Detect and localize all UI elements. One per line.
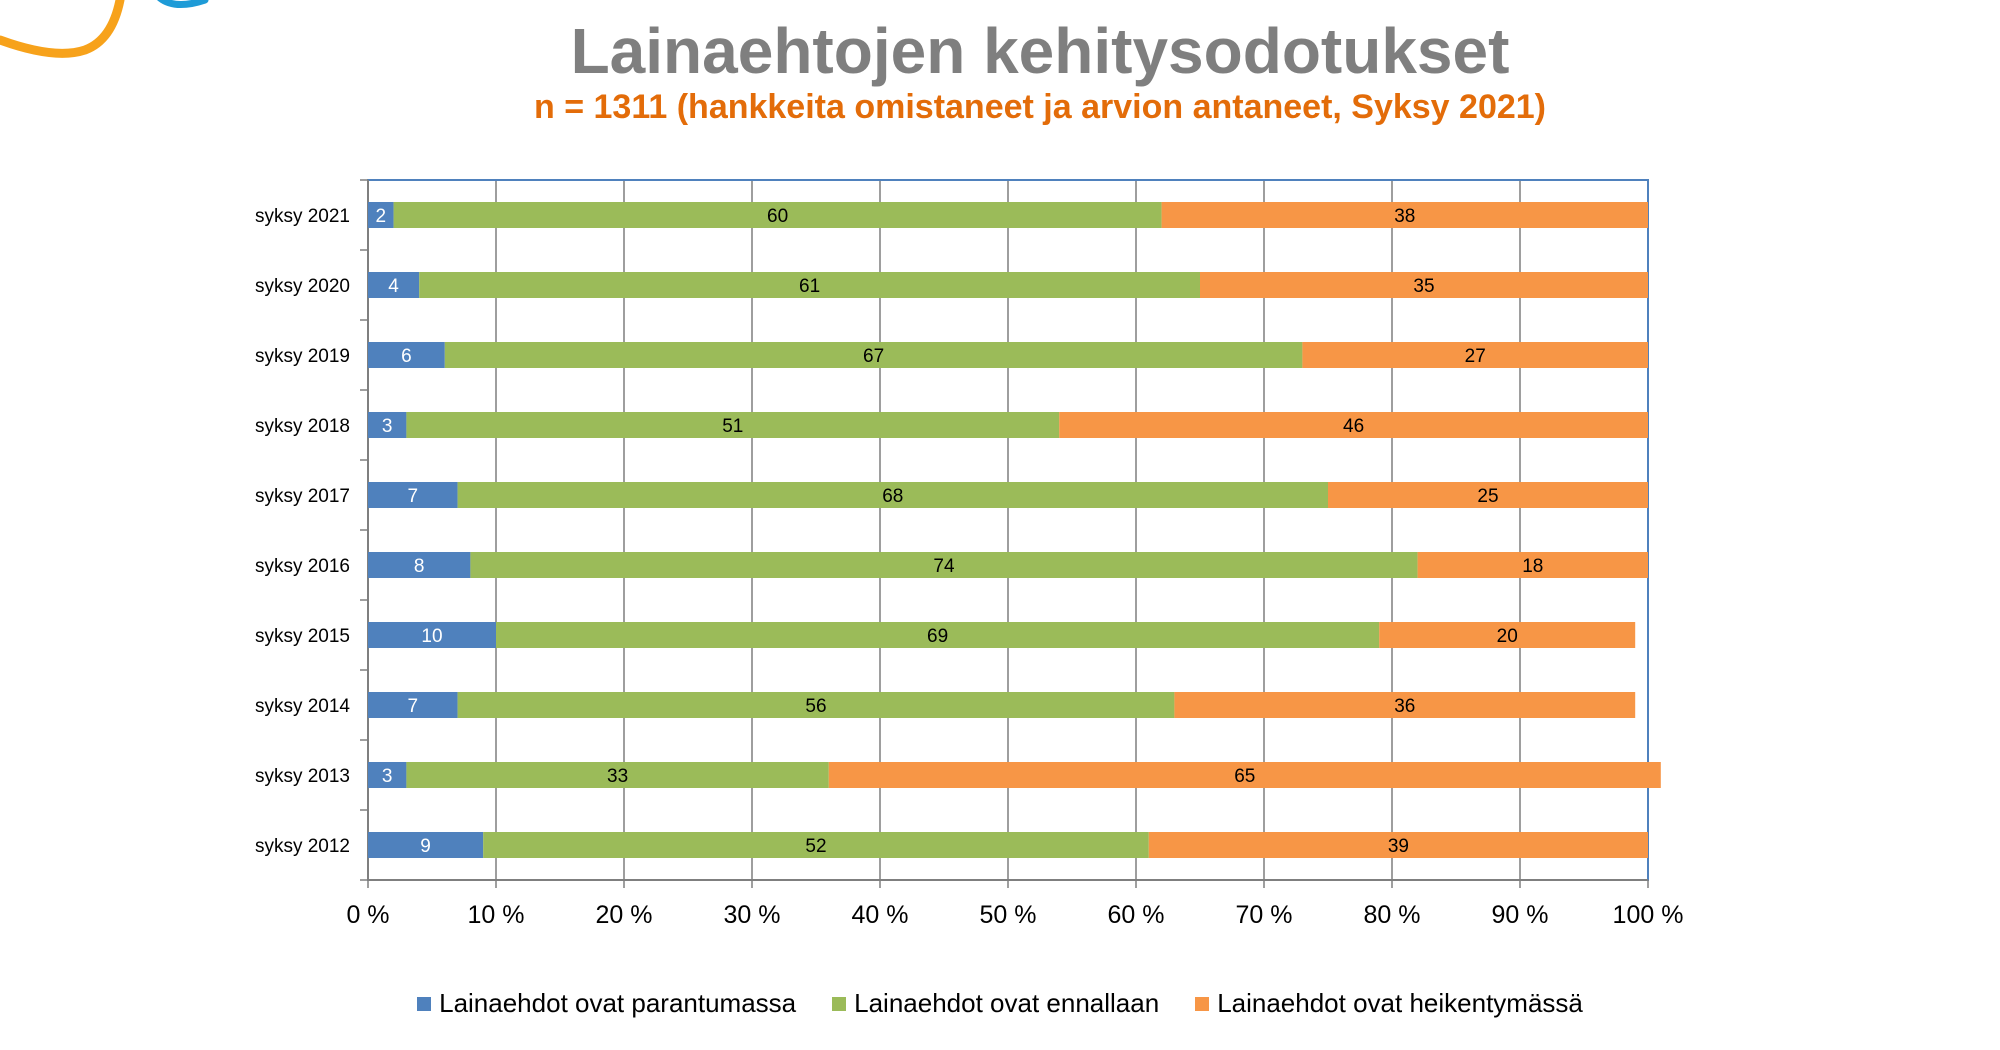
data-label: 60 <box>767 206 788 227</box>
data-label: 46 <box>1343 416 1364 437</box>
bar-segment <box>368 412 407 438</box>
bar-segment <box>1200 272 1648 298</box>
y-tick-label: syksy 2017 <box>255 486 350 507</box>
legend-item-heikentymassa: Lainaehdot ovat heikentymässä <box>1195 988 1583 1019</box>
data-label: 39 <box>1388 836 1409 857</box>
bar-segment <box>1302 342 1648 368</box>
legend-swatch-green <box>832 996 847 1011</box>
data-label: 56 <box>805 696 826 717</box>
x-tick-label: 70 % <box>1236 901 1293 929</box>
corner-logo-graphic <box>0 0 209 58</box>
bar-segment <box>1148 832 1648 858</box>
y-tick-label: syksy 2019 <box>255 346 350 367</box>
data-label: 38 <box>1394 206 1415 227</box>
bar-segment <box>368 762 407 788</box>
data-label: 52 <box>805 836 826 857</box>
legend-swatch-blue <box>417 996 432 1011</box>
data-label: 10 <box>421 626 442 647</box>
data-label: 25 <box>1477 486 1498 507</box>
y-tick-label: syksy 2020 <box>255 276 350 297</box>
chart-legend: Lainaehdot ovat parantumassa Lainaehdot … <box>0 988 2000 1019</box>
legend-label: Lainaehdot ovat ennallaan <box>854 988 1160 1018</box>
data-label: 35 <box>1413 276 1434 297</box>
data-label: 2 <box>376 206 387 227</box>
bar-segment <box>1161 202 1648 228</box>
data-label: 6 <box>401 346 412 367</box>
y-tick-label: syksy 2016 <box>255 556 350 577</box>
legend-label: Lainaehdot ovat parantumassa <box>439 988 797 1018</box>
data-label: 69 <box>927 626 948 647</box>
bar-segment <box>1328 482 1648 508</box>
data-label: 18 <box>1522 556 1543 577</box>
x-tick-label: 20 % <box>596 901 653 929</box>
bar-segment <box>368 552 471 578</box>
legend-label: Lainaehdot ovat heikentymässä <box>1217 988 1583 1018</box>
chart-title: Lainaehtojen kehitysodotukset <box>570 15 1510 87</box>
bar-segment <box>1379 622 1636 648</box>
data-label: 7 <box>408 486 419 507</box>
bar-segment <box>483 832 1149 858</box>
y-tick-label: syksy 2021 <box>255 206 350 227</box>
logo-swoosh-blue <box>157 0 209 8</box>
x-tick-label: 10 % <box>468 901 525 929</box>
bar-segment <box>393 202 1162 228</box>
bar-segment <box>368 622 496 648</box>
data-label: 27 <box>1465 346 1486 367</box>
y-tick-label: syksy 2014 <box>255 696 350 717</box>
y-tick-label: syksy 2018 <box>255 416 350 437</box>
logo-swoosh-orange <box>0 0 125 58</box>
x-tick-label: 80 % <box>1364 901 1421 929</box>
bar-segment <box>1174 692 1636 718</box>
bar-segment <box>828 762 1661 788</box>
bar-segment <box>496 622 1380 648</box>
bar-segment <box>419 272 1200 298</box>
bar-segment <box>1059 412 1648 438</box>
y-tick-label: syksy 2015 <box>255 626 350 647</box>
y-tick-label: syksy 2013 <box>255 766 350 787</box>
bar-segment <box>368 272 420 298</box>
data-label: 61 <box>799 276 820 297</box>
x-tick-label: 30 % <box>724 901 781 929</box>
data-label: 67 <box>863 346 884 367</box>
x-tick-label: 90 % <box>1492 901 1549 929</box>
data-label: 74 <box>933 556 955 577</box>
data-label: 65 <box>1234 766 1255 787</box>
data-label: 68 <box>882 486 903 507</box>
data-label: 7 <box>408 696 419 717</box>
data-label: 3 <box>382 766 393 787</box>
bar-segment <box>368 832 484 858</box>
legend-item-parantumassa: Lainaehdot ovat parantumassa <box>417 988 796 1019</box>
data-label: 20 <box>1497 626 1518 647</box>
bar-segment <box>368 202 394 228</box>
data-label: 4 <box>388 276 399 297</box>
legend-swatch-orange <box>1195 996 1210 1011</box>
bar-segment <box>406 412 1060 438</box>
bar-segment <box>470 552 1418 578</box>
bar-segment <box>444 342 1303 368</box>
data-label: 51 <box>722 416 743 437</box>
data-label: 3 <box>382 416 393 437</box>
data-label: 36 <box>1394 696 1415 717</box>
x-tick-label: 50 % <box>980 901 1037 929</box>
bar-segment <box>457 692 1175 718</box>
bar-segment <box>368 482 458 508</box>
bar-segment <box>368 692 458 718</box>
bar-segment <box>406 762 829 788</box>
x-tick-label: 60 % <box>1108 901 1165 929</box>
x-tick-label: 100 % <box>1613 901 1684 929</box>
bar-segment <box>1417 552 1648 578</box>
data-label: 9 <box>420 836 431 857</box>
x-tick-label: 40 % <box>852 901 909 929</box>
bar-segment <box>457 482 1329 508</box>
data-label: 8 <box>414 556 425 577</box>
chart-subtitle: n = 1311 (hankkeita omistaneet ja arvion… <box>534 88 1546 126</box>
x-tick-label: 0 % <box>346 901 389 929</box>
y-tick-label: syksy 2012 <box>255 836 350 857</box>
bar-segment <box>368 342 445 368</box>
legend-item-ennallaan: Lainaehdot ovat ennallaan <box>832 988 1159 1019</box>
data-label: 33 <box>607 766 628 787</box>
